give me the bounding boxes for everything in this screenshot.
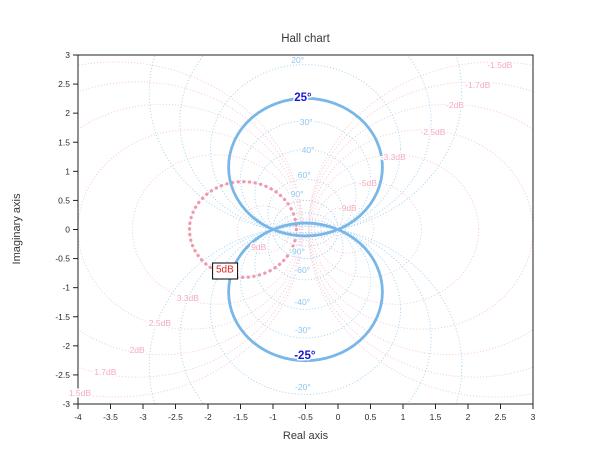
x-tick-label: 2	[466, 412, 471, 422]
phase-circle-20deg	[209, 64, 402, 236]
gain-circle-9dB	[236, 205, 291, 254]
gain-circle-label: -3.3dB	[381, 152, 406, 162]
x-tick-label: -2	[204, 412, 212, 422]
phase-circle--20deg	[209, 223, 402, 395]
gain-circle-label: 2dB	[130, 345, 145, 355]
x-axis-label: Real axis	[282, 430, 329, 442]
phase-circle-label: -20°	[295, 382, 311, 392]
phase-circle--30deg	[239, 221, 372, 339]
x-tick-label: -2.5	[168, 412, 183, 422]
gain-circle-label: -2dB	[446, 100, 464, 110]
y-tick-label: 2	[65, 108, 70, 118]
phase-circle--60deg	[267, 212, 344, 281]
gain-circle-label: -1.5dB	[487, 60, 512, 70]
phase-circle-90deg	[272, 199, 339, 260]
gain-circle-label: 2.5dB	[149, 318, 172, 328]
chart-title: Hall chart	[281, 33, 330, 45]
gain-circle-3.3dB	[131, 154, 300, 305]
x-tick-label: 1.5	[430, 412, 442, 422]
gain-circle-20dB	[265, 223, 280, 236]
x-tick-label: 2.5	[495, 412, 507, 422]
phase-circle-label: 60°	[298, 170, 311, 180]
phase-circle-40deg	[254, 149, 357, 241]
x-tick-label: 0	[336, 412, 341, 422]
phase-circle-label: -40°	[294, 297, 310, 307]
gain-circle-label: 1.7dB	[94, 367, 117, 377]
phase-circle-label: 40°	[302, 145, 315, 155]
y-axis-label: Imaginary axis	[11, 193, 23, 265]
gain-circle--2dB	[308, 103, 533, 356]
y-tick-label: 1	[65, 166, 70, 176]
x-tick-label: -1	[269, 412, 277, 422]
y-tick-label: 3	[65, 50, 70, 60]
phase-circle-label: 20°	[291, 55, 304, 65]
y-tick-label: -0.5	[55, 254, 70, 264]
x-tick-label: 3	[531, 412, 536, 422]
y-tick-label: 1.5	[58, 137, 70, 147]
phase-circle-label: 30°	[300, 117, 313, 127]
gain-circle-label: -2.5dB	[420, 127, 445, 137]
x-tick-label: -1.5	[233, 412, 248, 422]
gain-circle--9dB	[320, 205, 375, 254]
x-tick-label: -4	[74, 412, 82, 422]
gain-circle-1.7dB	[78, 81, 303, 378]
phase-circle--15deg	[179, 225, 432, 404]
y-tick-label: -3	[62, 399, 70, 409]
y-tick-label: -2.5	[55, 370, 70, 380]
gain-circle--3.3dB	[311, 154, 480, 305]
phase-circle-label: -60°	[294, 265, 310, 275]
highlight-phase-circle-25deg	[227, 96, 384, 238]
gain-circle-label: 9dB	[251, 242, 266, 252]
phase-circle-label: -30°	[295, 325, 311, 335]
highlight-gain-boxed-label: 5dB	[211, 262, 238, 280]
phase-circle-label: 90°	[291, 189, 304, 199]
phase-circle-12deg	[148, 55, 463, 234]
y-tick-label: -1.5	[55, 312, 70, 322]
x-tick-label: -0.5	[298, 412, 313, 422]
highlight-gain-circle-5dB	[187, 180, 299, 279]
highlight-phase-label: -25°	[294, 350, 316, 362]
phase-circle--12deg	[148, 225, 463, 404]
phase-circle-label: -90°	[289, 247, 305, 257]
y-tick-label: -1	[62, 283, 70, 293]
y-tick-label: 0.5	[58, 195, 70, 205]
y-tick-label: 0	[65, 225, 70, 235]
gain-circle-label: 3.3dB	[177, 293, 200, 303]
x-tick-label: 0.5	[365, 412, 377, 422]
gain-circle-label: -5dB	[359, 178, 377, 188]
highlight-phase-label: 25°	[294, 92, 312, 104]
gain-circle--1.7dB	[308, 81, 533, 378]
gain-circle--1.5dB	[307, 61, 533, 398]
gain-circle-label: -9dB	[339, 203, 357, 213]
x-tick-label: 1	[401, 412, 406, 422]
highlight-phase-circle--25deg	[227, 221, 384, 363]
phase-circle--90deg	[272, 199, 339, 260]
phase-circle-15deg	[179, 55, 432, 234]
x-tick-label: -3	[139, 412, 147, 422]
gain-circle-label: 1.5dB	[69, 388, 92, 398]
y-tick-label: 2.5	[58, 79, 70, 89]
gain-circle--20dB	[331, 223, 346, 236]
gain-circle-2dB	[78, 103, 303, 356]
gain-circle--5dB	[314, 181, 423, 278]
y-tick-label: -2	[62, 341, 70, 351]
gain-circle-label: -1.7dB	[465, 80, 490, 90]
phase-circle--40deg	[254, 218, 357, 310]
phase-circle-60deg	[267, 178, 344, 247]
x-tick-label: -3.5	[103, 412, 118, 422]
